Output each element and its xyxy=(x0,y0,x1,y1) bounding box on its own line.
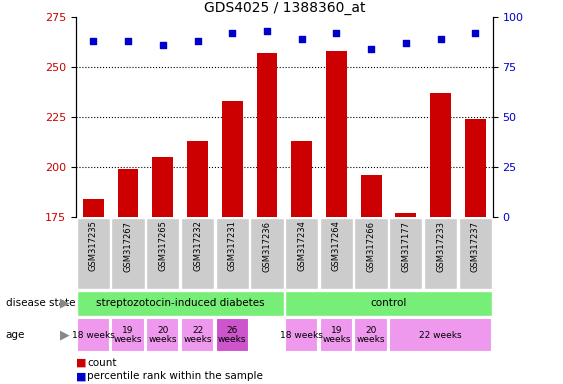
Bar xyxy=(361,175,382,217)
FancyBboxPatch shape xyxy=(216,218,249,289)
Text: 20
weeks: 20 weeks xyxy=(357,326,385,344)
Text: GSM317234: GSM317234 xyxy=(297,220,306,271)
Text: 18 weeks: 18 weeks xyxy=(280,331,323,339)
Bar xyxy=(465,119,486,217)
Text: streptozotocin-induced diabetes: streptozotocin-induced diabetes xyxy=(96,298,265,308)
FancyBboxPatch shape xyxy=(111,318,145,352)
FancyBboxPatch shape xyxy=(459,218,492,289)
FancyBboxPatch shape xyxy=(251,218,284,289)
Point xyxy=(262,28,271,34)
Text: ■: ■ xyxy=(76,371,87,381)
Point xyxy=(471,30,480,36)
Bar xyxy=(153,157,173,217)
Point xyxy=(332,30,341,36)
Text: control: control xyxy=(370,298,406,308)
FancyBboxPatch shape xyxy=(320,318,353,352)
FancyBboxPatch shape xyxy=(146,218,180,289)
Point xyxy=(227,30,237,36)
Text: GSM317266: GSM317266 xyxy=(367,220,376,271)
Text: GSM317232: GSM317232 xyxy=(193,220,202,271)
Text: GSM317267: GSM317267 xyxy=(124,220,132,271)
Bar xyxy=(187,141,208,217)
Text: GSM317231: GSM317231 xyxy=(228,220,236,271)
Bar xyxy=(395,213,416,217)
FancyBboxPatch shape xyxy=(389,318,492,352)
Point xyxy=(193,38,202,44)
Point xyxy=(297,36,306,42)
Text: 20
weeks: 20 weeks xyxy=(149,326,177,344)
Text: GSM317235: GSM317235 xyxy=(89,220,98,271)
FancyBboxPatch shape xyxy=(77,318,110,352)
Point xyxy=(158,42,167,48)
Point xyxy=(401,40,410,46)
FancyBboxPatch shape xyxy=(355,218,388,289)
FancyBboxPatch shape xyxy=(389,218,422,289)
Text: age: age xyxy=(6,330,25,340)
Text: GSM317177: GSM317177 xyxy=(401,220,410,271)
Text: count: count xyxy=(87,358,117,368)
FancyBboxPatch shape xyxy=(285,218,318,289)
Point xyxy=(367,46,376,52)
FancyBboxPatch shape xyxy=(424,218,457,289)
Text: GSM317265: GSM317265 xyxy=(158,220,167,271)
Text: 22
weeks: 22 weeks xyxy=(184,326,212,344)
Text: GSM317233: GSM317233 xyxy=(436,220,445,271)
Text: 26
weeks: 26 weeks xyxy=(218,326,247,344)
Text: ■: ■ xyxy=(76,358,87,368)
Bar xyxy=(326,51,347,217)
Bar xyxy=(257,53,278,217)
Bar xyxy=(430,93,451,217)
FancyBboxPatch shape xyxy=(77,218,110,289)
Point xyxy=(436,36,445,42)
Bar xyxy=(83,199,104,217)
FancyBboxPatch shape xyxy=(320,218,353,289)
FancyBboxPatch shape xyxy=(216,318,249,352)
Text: ▶: ▶ xyxy=(60,329,70,341)
Text: GSM317236: GSM317236 xyxy=(262,220,271,271)
Bar xyxy=(222,101,243,217)
FancyBboxPatch shape xyxy=(111,218,145,289)
Title: GDS4025 / 1388360_at: GDS4025 / 1388360_at xyxy=(204,1,365,15)
Text: 19
weeks: 19 weeks xyxy=(114,326,142,344)
Point xyxy=(89,38,98,44)
Bar xyxy=(118,169,138,217)
Bar xyxy=(291,141,312,217)
Text: GSM317237: GSM317237 xyxy=(471,220,480,271)
Text: ▶: ▶ xyxy=(60,297,70,310)
FancyBboxPatch shape xyxy=(285,291,492,316)
Text: percentile rank within the sample: percentile rank within the sample xyxy=(87,371,263,381)
Text: 18 weeks: 18 weeks xyxy=(72,331,115,339)
FancyBboxPatch shape xyxy=(181,218,214,289)
Text: 22 weeks: 22 weeks xyxy=(419,331,462,339)
FancyBboxPatch shape xyxy=(285,318,318,352)
FancyBboxPatch shape xyxy=(181,318,214,352)
Point xyxy=(124,38,133,44)
FancyBboxPatch shape xyxy=(146,318,180,352)
Text: GSM317264: GSM317264 xyxy=(332,220,341,271)
FancyBboxPatch shape xyxy=(77,291,284,316)
Text: disease state: disease state xyxy=(6,298,75,308)
FancyBboxPatch shape xyxy=(355,318,388,352)
Text: 19
weeks: 19 weeks xyxy=(322,326,351,344)
